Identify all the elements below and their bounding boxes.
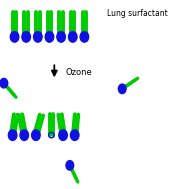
Ellipse shape	[32, 130, 40, 140]
Ellipse shape	[118, 84, 126, 94]
Ellipse shape	[8, 130, 17, 140]
Ellipse shape	[34, 32, 42, 42]
Ellipse shape	[66, 161, 74, 170]
Ellipse shape	[45, 32, 54, 42]
Ellipse shape	[80, 32, 89, 42]
Ellipse shape	[59, 130, 67, 140]
Ellipse shape	[68, 32, 77, 42]
Ellipse shape	[0, 78, 8, 88]
Ellipse shape	[20, 130, 29, 140]
Text: Ozone: Ozone	[66, 68, 93, 77]
Text: Lung surfactant: Lung surfactant	[107, 9, 167, 18]
Ellipse shape	[70, 130, 79, 140]
Ellipse shape	[22, 32, 30, 42]
Ellipse shape	[10, 32, 19, 42]
Ellipse shape	[57, 32, 65, 42]
